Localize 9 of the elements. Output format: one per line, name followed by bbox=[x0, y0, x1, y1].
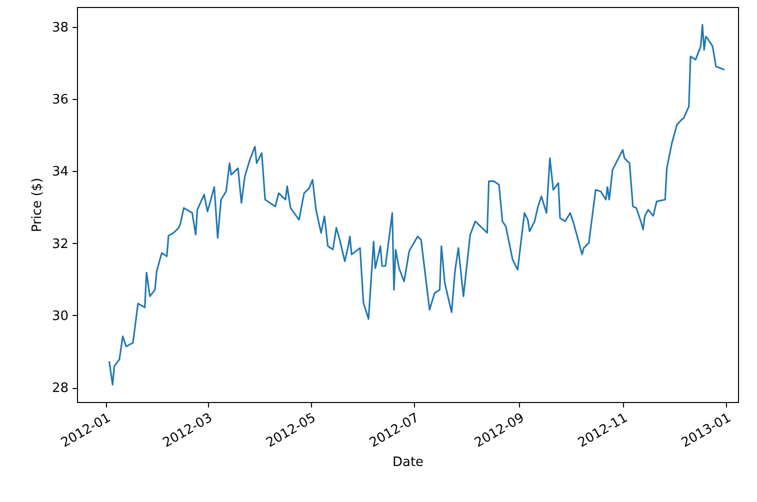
y-axis-title: Price ($) bbox=[30, 178, 45, 232]
y-tick-label: 34 bbox=[52, 164, 68, 180]
y-tick-label: 30 bbox=[52, 308, 68, 324]
y-tick-label: 38 bbox=[52, 20, 68, 36]
y-tick-label: 36 bbox=[52, 92, 68, 108]
y-tick-label: 32 bbox=[52, 236, 68, 252]
line-series bbox=[108, 24, 726, 386]
y-tick-label: 28 bbox=[52, 381, 68, 396]
x-axis-title: Date bbox=[392, 454, 424, 470]
